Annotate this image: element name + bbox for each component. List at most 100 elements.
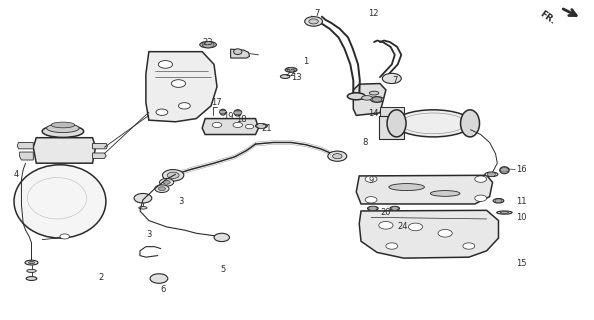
Ellipse shape xyxy=(14,165,106,238)
Circle shape xyxy=(245,124,254,129)
Ellipse shape xyxy=(200,42,216,48)
Ellipse shape xyxy=(369,91,379,95)
Ellipse shape xyxy=(430,191,460,196)
Circle shape xyxy=(463,243,475,249)
Text: 5: 5 xyxy=(220,265,225,275)
Text: 22: 22 xyxy=(285,69,296,78)
Circle shape xyxy=(163,170,184,181)
Text: 7: 7 xyxy=(392,76,397,85)
Circle shape xyxy=(369,206,377,211)
Circle shape xyxy=(438,229,452,237)
Circle shape xyxy=(212,123,222,127)
Text: 11: 11 xyxy=(516,197,527,206)
Ellipse shape xyxy=(347,93,365,100)
Circle shape xyxy=(305,17,323,26)
Circle shape xyxy=(168,172,179,179)
Text: 17: 17 xyxy=(211,98,222,107)
Ellipse shape xyxy=(285,68,297,72)
Circle shape xyxy=(409,223,423,231)
Ellipse shape xyxy=(220,109,226,115)
Circle shape xyxy=(287,68,295,72)
Ellipse shape xyxy=(389,184,424,191)
Circle shape xyxy=(391,206,399,210)
Polygon shape xyxy=(379,116,404,139)
Text: 21: 21 xyxy=(261,124,272,132)
Ellipse shape xyxy=(234,110,241,116)
Text: 19: 19 xyxy=(223,113,233,122)
Ellipse shape xyxy=(139,206,147,209)
Text: 13: 13 xyxy=(291,73,302,82)
Circle shape xyxy=(159,60,172,68)
Circle shape xyxy=(372,97,382,102)
Ellipse shape xyxy=(25,260,38,265)
Ellipse shape xyxy=(29,261,34,264)
Ellipse shape xyxy=(387,110,406,137)
Circle shape xyxy=(233,110,242,115)
Circle shape xyxy=(383,73,402,84)
Circle shape xyxy=(328,151,347,161)
Circle shape xyxy=(163,180,170,184)
Ellipse shape xyxy=(27,269,36,272)
Polygon shape xyxy=(93,143,108,149)
Circle shape xyxy=(495,199,502,203)
Ellipse shape xyxy=(497,211,512,214)
Ellipse shape xyxy=(362,96,372,100)
Circle shape xyxy=(233,123,242,127)
Polygon shape xyxy=(380,108,404,116)
Circle shape xyxy=(178,103,190,109)
Text: 6: 6 xyxy=(161,284,166,293)
Text: 24: 24 xyxy=(398,222,408,231)
Text: 15: 15 xyxy=(516,259,527,268)
Circle shape xyxy=(150,274,168,283)
Circle shape xyxy=(219,110,226,114)
Ellipse shape xyxy=(500,212,508,213)
Circle shape xyxy=(202,42,214,48)
Circle shape xyxy=(60,234,69,239)
Text: 3: 3 xyxy=(146,230,151,239)
Circle shape xyxy=(257,123,266,128)
Ellipse shape xyxy=(280,75,290,78)
Ellipse shape xyxy=(500,167,509,174)
Ellipse shape xyxy=(390,206,400,211)
Ellipse shape xyxy=(51,122,75,128)
Circle shape xyxy=(475,176,486,182)
Text: 14: 14 xyxy=(368,109,378,118)
Circle shape xyxy=(214,233,229,242)
Circle shape xyxy=(171,80,185,87)
Text: 8: 8 xyxy=(362,138,368,147)
Polygon shape xyxy=(202,119,258,134)
Ellipse shape xyxy=(460,110,479,137)
Text: 20: 20 xyxy=(380,208,390,217)
Ellipse shape xyxy=(493,198,504,203)
Ellipse shape xyxy=(233,49,242,54)
Text: 7: 7 xyxy=(315,9,320,18)
Text: 3: 3 xyxy=(178,197,184,206)
Text: 10: 10 xyxy=(516,213,527,222)
Text: 9: 9 xyxy=(368,176,374,185)
Circle shape xyxy=(379,221,393,229)
Ellipse shape xyxy=(368,206,378,211)
Circle shape xyxy=(365,176,377,182)
Circle shape xyxy=(500,168,508,172)
Circle shape xyxy=(134,194,152,203)
Polygon shape xyxy=(356,175,492,204)
Polygon shape xyxy=(353,84,386,116)
Polygon shape xyxy=(20,152,33,160)
Polygon shape xyxy=(359,210,498,258)
Text: 12: 12 xyxy=(368,9,378,18)
Circle shape xyxy=(386,243,398,249)
Text: 18: 18 xyxy=(236,115,247,124)
Circle shape xyxy=(365,197,377,203)
Text: 2: 2 xyxy=(99,273,104,282)
Ellipse shape xyxy=(42,125,84,137)
Polygon shape xyxy=(33,138,96,163)
Ellipse shape xyxy=(255,124,267,128)
Text: 23: 23 xyxy=(202,38,213,47)
Ellipse shape xyxy=(395,110,472,137)
Text: FR.: FR. xyxy=(538,10,557,27)
Polygon shape xyxy=(17,142,33,149)
Circle shape xyxy=(160,179,173,186)
Circle shape xyxy=(487,172,495,177)
Ellipse shape xyxy=(371,97,384,102)
Ellipse shape xyxy=(485,172,498,177)
